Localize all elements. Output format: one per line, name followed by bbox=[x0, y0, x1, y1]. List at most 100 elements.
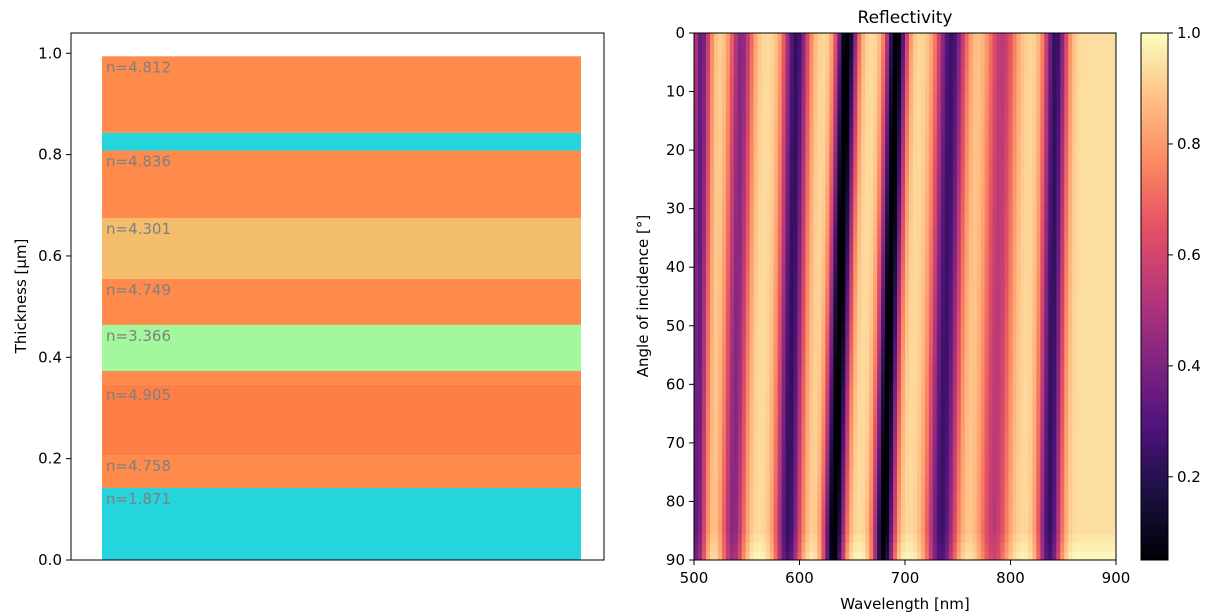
heatmap-cell bbox=[841, 109, 846, 119]
heatmap-cell bbox=[901, 92, 906, 102]
heatmap-cell bbox=[841, 322, 846, 332]
heatmap-cell bbox=[1104, 296, 1109, 306]
heatmap-cell bbox=[1068, 220, 1073, 230]
heatmap-cell bbox=[1100, 373, 1105, 383]
heatmap-cell bbox=[1068, 330, 1073, 340]
heatmap-cell bbox=[984, 101, 990, 111]
heatmap-cell bbox=[908, 152, 914, 162]
heatmap-cell bbox=[873, 254, 878, 264]
heatmap-cell bbox=[817, 424, 823, 434]
heatmap-cell bbox=[972, 143, 978, 153]
heatmap-cell bbox=[697, 177, 703, 187]
heatmap-cell bbox=[1000, 237, 1006, 247]
heatmap-cell bbox=[1012, 364, 1018, 374]
heatmap-cell bbox=[733, 58, 739, 68]
heatmap-cell bbox=[1036, 237, 1042, 247]
heatmap-cell bbox=[1008, 254, 1014, 264]
heatmap-cell bbox=[769, 262, 775, 272]
heatmap-cell bbox=[793, 305, 799, 315]
heatmap-cell bbox=[1056, 279, 1061, 289]
heatmap-cell bbox=[873, 33, 878, 43]
heatmap-cell bbox=[765, 169, 771, 179]
heatmap-cell bbox=[753, 237, 759, 247]
heatmap-cell bbox=[1032, 169, 1038, 179]
heatmap-cell bbox=[694, 67, 699, 77]
layer-label: n=4.749 bbox=[106, 281, 171, 299]
heatmap-cell bbox=[694, 262, 699, 272]
heatmap-cell bbox=[932, 398, 938, 408]
heatmap-cell bbox=[936, 109, 942, 119]
heatmap-cell bbox=[733, 194, 739, 204]
heatmap-cell bbox=[916, 288, 922, 298]
heatmap-cell bbox=[1092, 305, 1097, 315]
heatmap-cell bbox=[785, 75, 791, 85]
heatmap-cell bbox=[761, 245, 767, 255]
heatmap-cell bbox=[1080, 41, 1085, 51]
heatmap-cell bbox=[1020, 398, 1026, 408]
heatmap-cell bbox=[789, 364, 795, 374]
heatmap-cell bbox=[988, 245, 994, 255]
heatmap-cell bbox=[1080, 347, 1085, 357]
heatmap-cell bbox=[1056, 118, 1061, 128]
heatmap-cell bbox=[729, 41, 735, 51]
heatmap-cell bbox=[940, 347, 946, 357]
heatmap-cell bbox=[980, 381, 986, 391]
heatmap-cell bbox=[829, 279, 835, 289]
heatmap-cell bbox=[737, 84, 743, 94]
heatmap-cell bbox=[948, 407, 954, 417]
heatmap-cell bbox=[721, 339, 727, 349]
heatmap-cell bbox=[976, 339, 982, 349]
heatmap-cell bbox=[1112, 339, 1116, 349]
heatmap-cell bbox=[769, 33, 775, 43]
heatmap-cell bbox=[893, 339, 898, 349]
heatmap-cell bbox=[873, 347, 878, 357]
heatmap-cell bbox=[1000, 169, 1006, 179]
heatmap-cell bbox=[849, 364, 854, 374]
heatmap-cell bbox=[721, 211, 727, 221]
heatmap-cell bbox=[1100, 407, 1105, 417]
heatmap-cell bbox=[976, 356, 982, 366]
heatmap-cell bbox=[944, 203, 950, 213]
heatmap-cell bbox=[889, 364, 894, 374]
heatmap-cell bbox=[1016, 398, 1022, 408]
heatmap-cell bbox=[729, 33, 735, 43]
heatmap-cell bbox=[996, 160, 1002, 170]
heatmap-cell bbox=[773, 279, 779, 289]
heatmap-cell bbox=[745, 177, 751, 187]
heatmap-cell bbox=[861, 160, 866, 170]
heatmap-cell bbox=[928, 390, 934, 400]
heatmap-cell bbox=[701, 33, 707, 43]
heatmap-cell bbox=[1052, 356, 1057, 366]
heatmap-cell bbox=[861, 220, 866, 230]
heatmap-cell bbox=[713, 101, 719, 111]
heatmap-cell bbox=[912, 407, 918, 417]
heatmap-cell bbox=[1044, 41, 1050, 51]
heatmap-cell bbox=[721, 381, 727, 391]
heatmap-cell bbox=[865, 347, 870, 357]
heatmap-cell bbox=[1008, 313, 1014, 323]
heatmap-cell bbox=[781, 186, 787, 196]
heatmap-cell bbox=[845, 143, 850, 153]
heatmap-cell bbox=[916, 126, 922, 136]
heatmap-cell bbox=[1032, 211, 1038, 221]
heatmap-cell bbox=[793, 407, 799, 417]
heatmap-cell bbox=[968, 390, 974, 400]
heatmap-cell bbox=[1016, 194, 1022, 204]
heatmap-cell bbox=[873, 50, 878, 60]
heatmap-cell bbox=[817, 279, 823, 289]
heatmap-cell bbox=[761, 381, 767, 391]
heatmap-cell bbox=[745, 390, 751, 400]
heatmap-cell bbox=[1088, 279, 1093, 289]
heatmap-cell bbox=[817, 245, 823, 255]
heatmap-cell bbox=[1040, 339, 1046, 349]
heatmap-cell bbox=[1044, 220, 1050, 230]
heatmap-cell bbox=[928, 407, 934, 417]
heatmap-cell bbox=[1060, 245, 1065, 255]
heatmap-cell bbox=[749, 424, 755, 434]
heatmap-cell bbox=[1072, 245, 1077, 255]
heatmap-cell bbox=[1028, 271, 1034, 281]
heatmap-cell bbox=[1008, 356, 1014, 366]
heatmap-cell bbox=[737, 101, 743, 111]
heatmap-cell bbox=[793, 50, 799, 60]
heatmap-cell bbox=[733, 296, 739, 306]
